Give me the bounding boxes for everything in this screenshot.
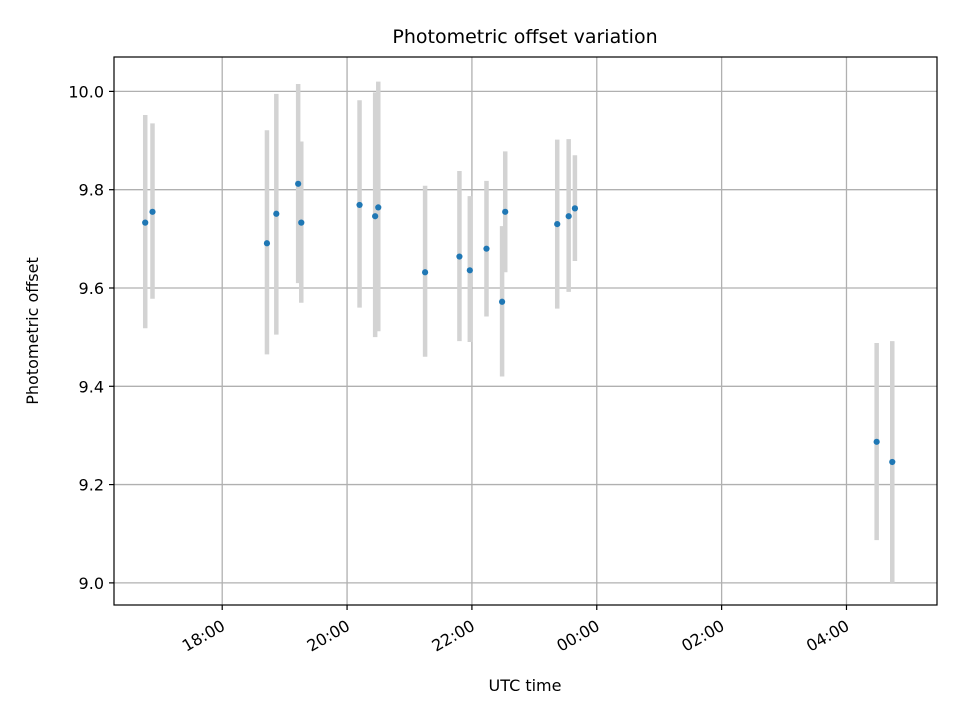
data-point [483,245,490,252]
data-point [466,267,473,274]
y-tick-label: 9.2 [79,476,104,495]
data-point [421,269,429,276]
y-tick-label: 10.0 [68,82,104,101]
data-point [375,204,382,211]
y-tick-label: 9.6 [79,279,104,298]
data-point [554,221,561,228]
x-axis-label: UTC time [489,676,562,695]
y-axis-label: Photometric offset [23,257,42,405]
data-points [142,180,896,466]
data-point [356,201,363,209]
data-point [142,219,149,226]
data-point [149,208,156,215]
grid [114,57,937,605]
data-point [889,458,896,466]
data-point [372,213,379,220]
chart-title: Photometric offset variation [392,26,657,48]
data-point [456,253,463,260]
data-point [273,210,280,217]
y-tick-label: 9.8 [79,181,104,200]
plot-frame [113,56,938,606]
y-tick-label: 9.0 [79,574,104,593]
data-point [873,438,880,445]
data-point [571,205,579,212]
data-point [498,298,506,305]
data-point [295,180,302,187]
data-point [502,208,509,215]
y-tick-label: 9.4 [79,377,104,396]
data-point [263,240,271,247]
y-axis: 9.0 9.2 9.4 9.6 9.8 10.0 [68,82,114,593]
data-point [565,213,572,220]
data-point [298,219,305,226]
